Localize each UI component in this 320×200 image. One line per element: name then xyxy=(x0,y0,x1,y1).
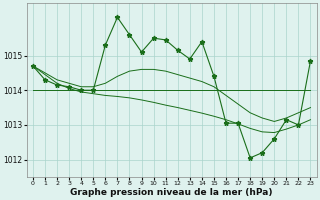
X-axis label: Graphe pression niveau de la mer (hPa): Graphe pression niveau de la mer (hPa) xyxy=(70,188,273,197)
